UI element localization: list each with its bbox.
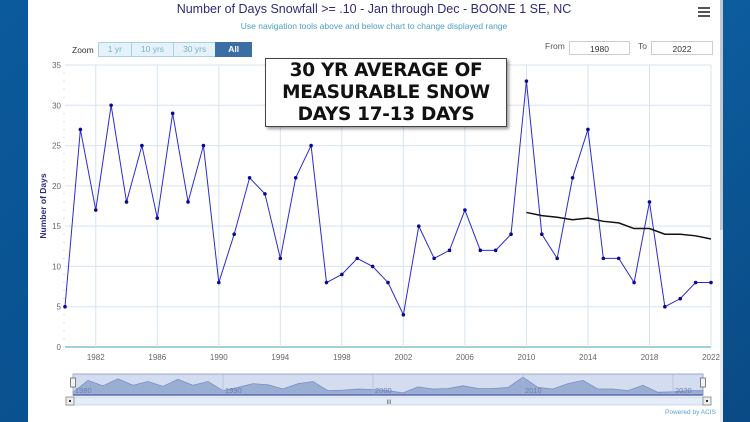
data-point-marker [570,176,575,180]
x-tick-label: 2006 [456,353,474,362]
navigator-label: 2010 [525,386,542,395]
data-point-marker [524,79,529,83]
data-point-marker [170,111,175,116]
data-point-marker [509,232,513,236]
x-tick-label: 2014 [579,353,597,362]
data-point-marker [278,256,283,261]
vertical-scrollbar[interactable] [720,0,723,422]
data-point-marker [678,296,683,301]
navigator-label: 2020 [675,386,692,395]
hamburger-menu-icon[interactable] [698,7,710,17]
zoom-30yrs-button[interactable]: 30 yrs [173,42,217,57]
to-input[interactable]: 2022 [651,41,713,55]
x-tick-label: 1990 [210,353,228,362]
y-axis-title: Number of Days [38,173,48,238]
data-point-marker [78,127,83,132]
data-point-marker [263,192,267,196]
data-point-marker [647,200,652,204]
zoom-label: Zoom [72,44,94,55]
data-point-marker [109,103,113,108]
data-point-marker [293,176,298,180]
data-point-marker [217,280,221,285]
data-point-marker [63,304,67,309]
y-tick-label: 35 [52,61,61,70]
x-tick-label: 2022 [702,353,720,362]
chart-subtitle: Use navigation tools above and below cha… [240,21,508,31]
data-point-marker [493,248,498,253]
data-point-marker [140,143,144,148]
data-point-marker [309,143,313,148]
thirty-year-average-line [526,211,712,240]
y-tick-label: 0 [57,343,62,352]
x-tick-label: 2002 [394,353,412,362]
scroll-right-arrow-icon [706,400,708,402]
y-tick-label: 15 [52,222,61,231]
annotation-line-2: MEASURABLE SNOW [282,82,490,103]
y-tick-label: 10 [52,262,61,271]
annotation-line-1: 30 YR AVERAGE OF [289,60,483,81]
x-tick-label: 1986 [148,353,166,362]
data-point-marker [540,232,544,236]
scroll-left-arrow-icon [69,400,71,402]
zoom-all-button[interactable]: All [215,42,253,57]
data-point-marker [555,256,559,261]
y-tick-label: 5 [57,303,62,312]
navigator-label: 1990 [225,386,242,395]
scrollbar-grip-icon: III [386,400,391,406]
data-point-marker [124,200,129,204]
powered-by-credit[interactable]: Powered by ACIS [665,409,716,416]
from-label: From [545,41,565,51]
data-point-marker [463,208,467,212]
chart-title: Number of Days Snowfall >= .10 - Jan thr… [176,2,572,16]
data-point-marker [432,256,436,261]
navigator-area [72,376,704,396]
data-point-marker [155,216,160,220]
x-tick-label: 2010 [518,353,536,362]
data-point-marker [232,232,236,236]
from-input[interactable]: 1980 [569,41,630,55]
data-point-marker [340,272,344,277]
data-point-marker [324,280,329,285]
data-point-marker [586,127,590,132]
scrollbar-thumb[interactable] [720,0,723,230]
zoom-1yr-button[interactable]: 1 yr [97,42,132,57]
navigator-right-handle[interactable] [700,377,706,388]
data-point-marker [416,224,421,228]
data-point-marker [247,176,252,180]
annotation-box: 30 YR AVERAGE OF MEASURABLE SNOW DAYS 17… [265,58,507,127]
data-point-marker [478,248,483,253]
zoom-controls: Zoom 1 yr 10 yrs 30 yrs All [72,42,253,57]
y-tick-label: 30 [52,101,61,110]
navigator-label: 2000 [375,386,392,395]
navigator-label: 1980 [75,386,92,395]
to-label: To [638,41,647,51]
data-point-marker [601,256,606,261]
data-point-marker [709,280,713,285]
x-tick-label: 1982 [87,353,105,362]
x-tick-label: 1994 [271,353,289,362]
data-point-marker [401,312,406,317]
data-point-marker [632,280,636,285]
data-point-marker [447,248,452,253]
x-tick-label: 1998 [333,353,351,362]
data-point-marker [355,256,360,261]
navigator-left-handle[interactable] [70,377,76,388]
data-point-marker [663,304,667,309]
data-point-marker [201,143,206,148]
data-point-marker [186,200,190,204]
data-point-marker [370,264,375,269]
y-tick-label: 25 [52,142,61,151]
data-point-marker [693,280,698,285]
x-tick-label: 2018 [641,353,659,362]
annotation-line-3: DAYS 17-13 DAYS [297,104,475,125]
data-point-marker [616,256,621,261]
y-tick-label: 20 [52,182,61,191]
data-point-marker [93,208,98,212]
data-point-marker [386,280,390,285]
